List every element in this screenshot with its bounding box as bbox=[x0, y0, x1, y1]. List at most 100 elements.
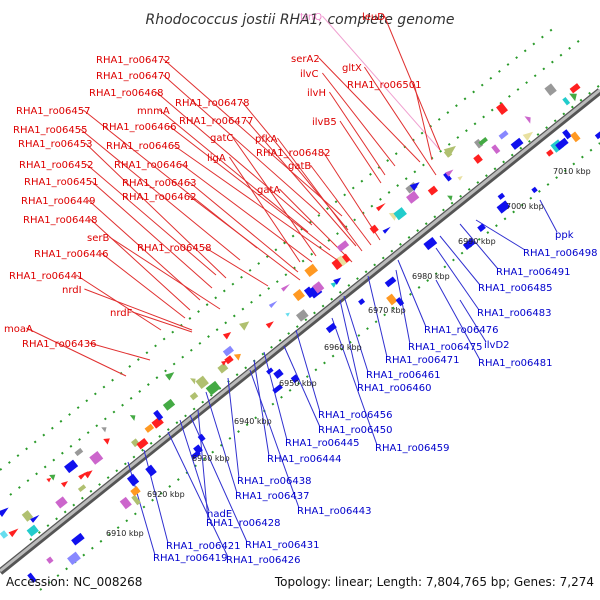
gene-label-RHA1_ro06477[interactable]: RHA1_ro06477 bbox=[179, 116, 254, 127]
gene-label-RHA1_ro06438[interactable]: RHA1_ro06438 bbox=[237, 476, 312, 487]
leader-line-RHA1_ro06458 bbox=[203, 246, 269, 287]
gene-label-RHA1_ro06456[interactable]: RHA1_ro06456 bbox=[318, 410, 393, 421]
leader-line-RHA1_ro06463 bbox=[188, 181, 299, 273]
gene-label-RHA1_ro06431[interactable]: RHA1_ro06431 bbox=[245, 540, 320, 551]
gene-label-RHA1_ro06501[interactable]: RHA1_ro06501 bbox=[347, 80, 422, 91]
gene-label-RHA1_ro06436[interactable]: RHA1_ro06436 bbox=[22, 339, 97, 350]
gene-block bbox=[67, 551, 81, 566]
gene-block bbox=[304, 263, 319, 278]
gene-arrow bbox=[385, 276, 389, 280]
gene-label-ilvD2[interactable]: ilvD2 bbox=[484, 340, 510, 351]
leader-line-RHA1_ro06444 bbox=[253, 359, 270, 457]
gene-label-ilvB5[interactable]: ilvB5 bbox=[312, 117, 337, 128]
gene-label-RHA1_ro06460[interactable]: RHA1_ro06460 bbox=[357, 383, 432, 394]
gene-arrow bbox=[220, 360, 227, 366]
gene-label-RHA1_ro06445[interactable]: RHA1_ro06445 bbox=[285, 438, 360, 449]
gene-label-nrdI[interactable]: nrdI bbox=[62, 285, 82, 296]
gene-label-serA2[interactable]: serA2 bbox=[291, 54, 320, 65]
gene-label-RHA1_ro06446[interactable]: RHA1_ro06446 bbox=[34, 249, 109, 260]
gene-label-RHA1_ro06481[interactable]: RHA1_ro06481 bbox=[478, 358, 553, 369]
gene-label-RHA1_ro06428[interactable]: RHA1_ro06428 bbox=[206, 518, 281, 529]
gene-label-RHA1_ro06448[interactable]: RHA1_ro06448 bbox=[23, 215, 98, 226]
leader-line-pfkA bbox=[276, 137, 363, 252]
gene-label-RHA1_ro06464[interactable]: RHA1_ro06464 bbox=[114, 160, 189, 171]
ruler-tick-7: 6980 kbp bbox=[412, 272, 450, 281]
gene-block bbox=[89, 450, 104, 465]
gene-label-RHA1_ro06498[interactable]: RHA1_ro06498 bbox=[523, 248, 598, 259]
gene-label-RHA1_ro06472[interactable]: RHA1_ro06472 bbox=[96, 55, 171, 66]
gene-label-RHA1_ro06426[interactable]: RHA1_ro06426 bbox=[226, 555, 301, 566]
gene-label-RHA1_ro06485[interactable]: RHA1_ro06485 bbox=[478, 283, 553, 294]
gene-label-RHA1_ro06421[interactable]: RHA1_ro06421 bbox=[166, 541, 241, 552]
ruler-tick-10: 7010 kbp bbox=[553, 167, 591, 176]
gene-label-RHA1_ro06468[interactable]: RHA1_ro06468 bbox=[89, 88, 164, 99]
gene-arrow bbox=[222, 331, 232, 340]
gene-label-ilvC[interactable]: ilvC bbox=[300, 69, 318, 80]
gene-label-RHA1_ro06437[interactable]: RHA1_ro06437 bbox=[235, 491, 310, 502]
gene-label-RHA1_ro06457[interactable]: RHA1_ro06457 bbox=[16, 106, 91, 117]
gene-block bbox=[130, 486, 141, 497]
gene-label-ilvH[interactable]: ilvH bbox=[307, 88, 326, 99]
gene-label-RHA1_ro06482[interactable]: RHA1_ro06482 bbox=[256, 148, 331, 159]
gene-label-serB[interactable]: serB bbox=[87, 233, 109, 244]
gene-label-gatB[interactable]: gatB bbox=[288, 161, 311, 172]
gene-label-RHA1_ro06459[interactable]: RHA1_ro06459 bbox=[375, 443, 450, 454]
gene-label-RHA1_ro06444[interactable]: RHA1_ro06444 bbox=[267, 454, 342, 465]
dot-guides bbox=[0, 26, 600, 591]
gene-label-leuD[interactable]: leuD bbox=[362, 12, 385, 23]
gene-label-RHA1_ro06466[interactable]: RHA1_ro06466 bbox=[102, 122, 177, 133]
gene-label-nadE[interactable]: nadE bbox=[207, 509, 232, 520]
gene-label-RHA1_ro06476[interactable]: RHA1_ro06476 bbox=[424, 325, 499, 336]
gene-label-RHA1_ro06443[interactable]: RHA1_ro06443 bbox=[297, 506, 372, 517]
leader-line-RHA1_ro06459 bbox=[331, 317, 378, 446]
gene-block bbox=[443, 172, 452, 182]
gene-label-ppk[interactable]: ppk bbox=[555, 230, 574, 241]
gene-arrow bbox=[531, 185, 536, 192]
gene-label-RHA1_ro06451[interactable]: RHA1_ro06451 bbox=[24, 177, 99, 188]
gene-label-RHA1_ro06475[interactable]: RHA1_ro06475 bbox=[408, 342, 483, 353]
gene-label-RHA1_ro06441[interactable]: RHA1_ro06441 bbox=[9, 271, 84, 282]
gene-label-RHA1_ro06458[interactable]: RHA1_ro06458 bbox=[137, 243, 212, 254]
gene-label-RHA1_ro06461[interactable]: RHA1_ro06461 bbox=[366, 370, 441, 381]
gene-label-nrdF[interactable]: nrdF bbox=[110, 308, 133, 319]
gene-label-pfkA[interactable]: pfkA bbox=[255, 134, 278, 145]
ruler-tick-5: 6960 kbp bbox=[324, 343, 362, 352]
gene-arrow bbox=[443, 145, 456, 157]
gene-label-RHA1_ro06465[interactable]: RHA1_ro06465 bbox=[106, 141, 181, 152]
gene-label-mnmA[interactable]: mnmA bbox=[137, 106, 170, 117]
leader-line-RHA1_ro06436 bbox=[89, 342, 151, 361]
gene-block bbox=[312, 281, 325, 294]
forward-gene-labels: trnQ leuD serA2 gltX ilvC RHA1_ro06501 ilvH ilv… bbox=[4, 12, 422, 350]
gene-block bbox=[336, 255, 347, 267]
gene-block bbox=[406, 190, 420, 204]
gene-label-RHA1_ro06455[interactable]: RHA1_ro06455 bbox=[13, 125, 88, 136]
gene-label-RHA1_ro06463[interactable]: RHA1_ro06463 bbox=[122, 178, 197, 189]
leader-line-serA2 bbox=[318, 57, 421, 163]
gene-arrow bbox=[265, 321, 274, 329]
gene-label-moaA[interactable]: moaA bbox=[4, 324, 33, 335]
gene-arrow bbox=[8, 528, 19, 538]
gene-label-RHA1_ro06478[interactable]: RHA1_ro06478 bbox=[175, 98, 250, 109]
gene-arrow bbox=[246, 410, 250, 415]
gene-label-RHA1_ro06483[interactable]: RHA1_ro06483 bbox=[477, 308, 552, 319]
ruler-tick-0: 6910 kbp bbox=[106, 529, 144, 538]
gene-label-RHA1_ro06453[interactable]: RHA1_ro06453 bbox=[18, 139, 93, 150]
gene-arrow bbox=[438, 242, 442, 247]
leader-line-RHA1_ro06485 bbox=[439, 235, 481, 286]
gene-label-RHA1_ro06470[interactable]: RHA1_ro06470 bbox=[96, 71, 171, 82]
gene-label-RHA1_ro06491[interactable]: RHA1_ro06491 bbox=[496, 267, 571, 278]
gene-label-RHA1_ro06452[interactable]: RHA1_ro06452 bbox=[19, 160, 94, 171]
gene-label-ligA[interactable]: ligA bbox=[207, 153, 226, 164]
gene-label-gatC[interactable]: gatC bbox=[210, 133, 233, 144]
gene-label-RHA1_ro06449[interactable]: RHA1_ro06449 bbox=[21, 196, 96, 207]
gene-label-RHA1_ro06450[interactable]: RHA1_ro06450 bbox=[318, 425, 393, 436]
gene-label-gltX[interactable]: gltX bbox=[342, 63, 362, 74]
gene-label-RHA1_ro06471[interactable]: RHA1_ro06471 bbox=[385, 355, 460, 366]
gene-arrow bbox=[60, 481, 68, 488]
gene-label-gatA[interactable]: gatA bbox=[257, 185, 280, 196]
leader-line-RHA1_ro06437 bbox=[205, 391, 238, 494]
gene-label-RHA1_ro06419[interactable]: RHA1_ro06419 bbox=[153, 553, 228, 564]
gene-label-RHA1_ro06462[interactable]: RHA1_ro06462 bbox=[122, 192, 197, 203]
gene-block bbox=[386, 293, 398, 306]
gene-label-trnQ[interactable]: trnQ bbox=[300, 12, 322, 23]
